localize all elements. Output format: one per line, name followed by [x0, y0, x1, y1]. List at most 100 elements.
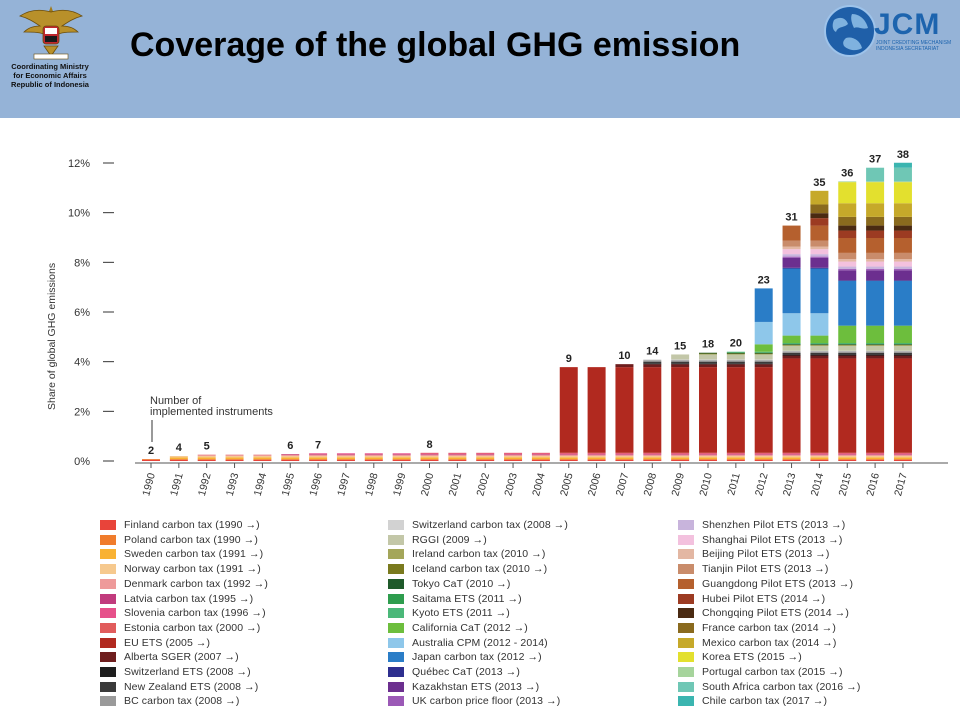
bar-segment	[643, 364, 662, 368]
bar-segment	[754, 354, 773, 360]
bar-segment	[782, 335, 801, 344]
legend-item: France carbon tax (2014 →)	[678, 621, 836, 635]
bar-segment	[810, 254, 829, 257]
legend-item: Alberta SGER (2007 →)	[100, 650, 239, 664]
legend-swatch	[678, 549, 694, 560]
bar-segment	[782, 344, 801, 345]
legend-item: Switzerland carbon tax (2008 →)	[388, 518, 568, 532]
bar-segment	[838, 182, 857, 204]
legend-swatch	[388, 520, 404, 530]
bar-segment	[364, 456, 383, 458]
bar-segment	[336, 459, 355, 461]
bar-segment	[699, 359, 717, 361]
bar-segment	[671, 363, 690, 365]
stacked-bar-chart: 0% 2% 4% 6% 8% 10% 12% 2 4 5 6 7 8 9 10 14 15 18 20 23 31 35…	[46, 149, 948, 498]
bar-segment	[893, 280, 912, 326]
legend-swatch	[678, 652, 694, 663]
legend-swatch	[678, 534, 694, 545]
bar-segment	[782, 456, 801, 458]
bar-segment	[754, 321, 773, 345]
bar-segment	[726, 351, 745, 353]
bar-segment	[754, 352, 773, 354]
bar-segment	[838, 261, 857, 267]
bar-segment	[810, 313, 829, 336]
bar-segment	[615, 452, 634, 454]
legend-label: Sweden carbon tax (1991 →)	[124, 548, 264, 561]
bar-segment	[866, 167, 885, 182]
legend-label: Iceland carbon tax (2010 →)	[412, 563, 548, 576]
legend-label: Norway carbon tax (1991 →)	[124, 563, 261, 576]
legend-swatch	[100, 534, 116, 545]
bar-segment	[225, 456, 244, 458]
bar-segment	[810, 240, 829, 247]
legend-label: Tokyo CaT (2010 →)	[412, 577, 511, 590]
bar-segment	[893, 355, 912, 359]
legend-swatch	[678, 593, 694, 604]
legend-label: New Zealand ETS (2008 →)	[124, 680, 259, 693]
bar-segment	[893, 345, 912, 346]
x-tick-label: 2011	[725, 472, 742, 497]
bar-segment	[336, 457, 355, 460]
bar-segment	[810, 256, 829, 258]
bar-segment	[169, 459, 188, 461]
legend-label: EU ETS (2005 →)	[124, 636, 211, 649]
bar-segment	[587, 459, 606, 461]
legend-item: RGGI (2009 →)	[388, 533, 487, 547]
legend-label: Latvia carbon tax (1995 →)	[124, 592, 254, 605]
legend-label: Switzerland ETS (2008 →)	[124, 666, 251, 678]
bar-segment	[364, 459, 383, 460]
bar-segment	[866, 266, 885, 270]
bar-segment	[893, 344, 912, 346]
legend-item: Mexico carbon tax (2014 →)	[678, 636, 837, 650]
bar-segment	[866, 354, 885, 356]
bar-segment	[615, 459, 634, 461]
bar-segment	[810, 343, 829, 345]
bar-segment	[643, 454, 662, 457]
bar-segment	[615, 454, 634, 455]
bar-segment	[392, 456, 411, 458]
bar-segment	[838, 203, 857, 217]
bar-segment	[504, 454, 523, 457]
bar-segment	[782, 345, 801, 351]
bar-segment	[531, 459, 550, 460]
legend-swatch	[388, 637, 404, 648]
bar-segment	[866, 351, 885, 353]
bar-segment	[699, 354, 717, 360]
bar-segment	[810, 225, 829, 241]
bar-segment	[504, 459, 523, 461]
bar-segment	[838, 181, 857, 183]
bar-segment	[838, 280, 857, 326]
y-tick-label: 6%	[74, 307, 90, 319]
bar-segment	[587, 454, 606, 455]
x-tick-label: 2010	[697, 472, 715, 498]
bar-segment	[336, 453, 355, 455]
legend-label: Mexico carbon tax (2014 →)	[702, 636, 837, 649]
y-tick-label: 0%	[74, 456, 90, 468]
bar-segment	[699, 459, 717, 460]
bar-segment	[142, 459, 160, 461]
bar-segment	[866, 350, 885, 352]
legend-swatch	[100, 578, 116, 589]
bar-segment	[838, 237, 857, 253]
legend-label: Estonia carbon tax (2000 →)	[124, 621, 261, 634]
bar-segment	[866, 344, 885, 345]
bar-segment	[448, 459, 467, 460]
bar-segment	[810, 352, 829, 355]
bar-segment	[336, 456, 355, 458]
bar-segment	[866, 454, 885, 455]
legend-item: Japan carbon tax (2012 →)	[388, 650, 542, 664]
bar-segment	[309, 457, 328, 460]
bar-segment	[754, 454, 773, 457]
bar-segment	[754, 457, 773, 460]
x-tick-label: 2001	[447, 472, 465, 498]
bar-segment	[810, 459, 829, 460]
bar-segment	[671, 364, 690, 368]
legend-label: Finland carbon tax (1990 →)	[124, 519, 260, 531]
x-tick-label: 1992	[196, 472, 214, 498]
count-label: 5	[204, 441, 210, 453]
legend-item: BC carbon tax (2008 →)	[100, 694, 239, 708]
bar-segment	[699, 361, 717, 364]
bar-segment	[699, 363, 717, 365]
bar-segment	[893, 325, 912, 344]
legend-item: Iceland carbon tax (2010 →)	[388, 562, 547, 576]
